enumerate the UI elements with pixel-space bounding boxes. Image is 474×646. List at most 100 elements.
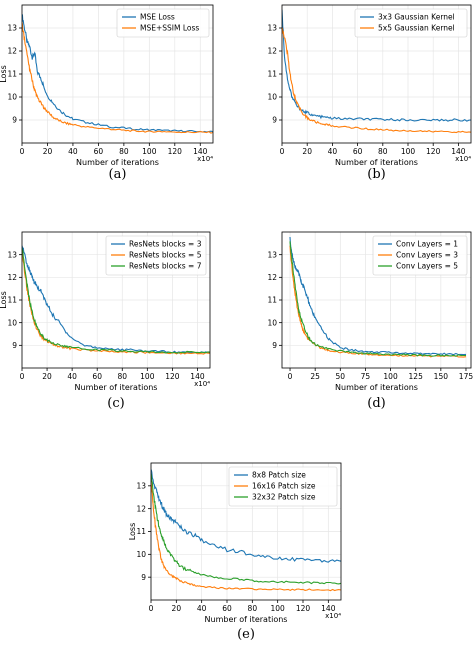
x-tick-label: 120 [296, 604, 311, 613]
x-axis-label: Number of iterations [205, 615, 288, 624]
legend-label: 5x5 Gaussian Kernel [378, 24, 455, 33]
x-tick-label: 0 [20, 147, 25, 156]
x-tick-label: 60 [92, 372, 102, 381]
y-tick-label: 11 [136, 527, 146, 536]
x-tick-label: 125 [409, 372, 424, 381]
y-tick-label: 10 [267, 318, 277, 327]
x-tick-label: 40 [197, 604, 207, 613]
series-line [289, 236, 467, 356]
y-tick-label: 9 [141, 573, 146, 582]
x-tick-label: 100 [142, 147, 157, 156]
chart-panel: 0 20 40 60 80 100 120 140 9 10 11 12 13 Number of ite… [0, 4, 214, 182]
y-tick-label: 11 [267, 70, 277, 79]
legend-box [116, 8, 210, 38]
legend-box [354, 8, 468, 38]
x-tick-label: 0 [288, 372, 293, 381]
y-tick-label: 9 [12, 116, 17, 125]
legend-box [105, 235, 207, 276]
series-line [151, 480, 341, 592]
x-tick-label: 25 [310, 372, 320, 381]
y-tick-label: 9 [272, 116, 277, 125]
x-tick-label: 0 [280, 147, 285, 156]
x-tick-label: 100 [401, 147, 416, 156]
x-tick-label: 120 [426, 147, 441, 156]
x-tick-label: 0 [149, 604, 154, 613]
y-tick-label: 12 [7, 47, 17, 56]
series-line [22, 21, 213, 134]
series-line [282, 27, 471, 134]
x-tick-label: 100 [140, 372, 155, 381]
y-tick-label: 9 [12, 341, 17, 350]
legend-label: 8x8 Patch size [252, 471, 306, 480]
x-axis-label: Number of iterations [75, 383, 158, 392]
x-axis-label: Number of iterations [76, 158, 159, 167]
y-tick-label: 13 [136, 482, 146, 491]
x-tick-label: 100 [271, 604, 286, 613]
x-axis-label: Number of iterations [335, 158, 418, 167]
series-line [22, 247, 210, 354]
y-tick-label: 12 [7, 273, 17, 282]
y-axis-label: Loss [0, 291, 8, 309]
subfigure-caption: (d) [367, 396, 385, 411]
legend-label: Conv Layers = 1 [396, 240, 458, 249]
y-tick-label: 10 [7, 93, 17, 102]
y-tick-label: 13 [267, 24, 277, 33]
x-tick-label: 40 [68, 147, 78, 156]
legend-label: ResNets blocks = 5 [129, 251, 202, 260]
x-scale-label: x10⁴ [194, 380, 210, 388]
y-tick-label: 11 [267, 296, 277, 305]
legend-label: MSE+SSIM Loss [140, 24, 199, 33]
x-tick-label: 50 [336, 372, 346, 381]
series-line [151, 473, 341, 585]
legend-label: 16x16 Patch size [252, 482, 316, 491]
x-tick-label: 20 [302, 147, 312, 156]
subfigure-caption: (c) [107, 396, 124, 411]
legend-label: Conv Layers = 5 [396, 262, 458, 271]
x-tick-label: 80 [119, 147, 129, 156]
x-tick-label: 80 [117, 372, 127, 381]
legend-label: Conv Layers = 3 [396, 251, 458, 260]
x-tick-label: 60 [353, 147, 363, 156]
legend: Conv Layers = 1 Conv Layers = 3 Conv Layer… [372, 235, 468, 276]
x-tick-label: 75 [361, 372, 371, 381]
y-tick-label: 13 [7, 250, 17, 259]
legend: 8x8 Patch size 16x16 Patch size 32x32 Patc… [228, 466, 338, 507]
x-tick-label: 0 [20, 372, 25, 381]
chart-panel: 0 20 40 60 80 100 120 140 9 10 11 12 13 Number of ite… [267, 4, 472, 182]
y-tick-label: 12 [267, 47, 277, 56]
y-tick-label: 12 [267, 273, 277, 282]
x-scale-label: x10⁴ [197, 155, 213, 163]
legend-box [372, 235, 468, 276]
x-tick-label: 140 [190, 372, 205, 381]
x-tick-label: 175 [459, 372, 474, 381]
x-tick-label: 140 [321, 604, 336, 613]
legend-label: MSE Loss [140, 13, 175, 22]
x-tick-label: 100 [383, 372, 398, 381]
y-tick-label: 13 [267, 250, 277, 259]
y-axis-label: Loss [128, 523, 137, 541]
legend-label: ResNets blocks = 7 [129, 262, 202, 271]
y-tick-label: 12 [136, 504, 146, 513]
y-tick-label: 9 [272, 341, 277, 350]
legend-label: 32x32 Patch size [252, 493, 316, 502]
y-tick-label: 10 [136, 550, 146, 559]
legend-box [228, 466, 338, 507]
legend: 3x3 Gaussian Kernel 5x5 Gaussian Kernel [354, 8, 468, 38]
series-line [289, 241, 466, 357]
x-tick-label: 140 [451, 147, 466, 156]
x-scale-label: x10⁴ [325, 612, 341, 620]
y-tick-label: 11 [7, 296, 17, 305]
series-line [22, 245, 210, 354]
x-tick-label: 40 [328, 147, 338, 156]
x-tick-label: 120 [165, 372, 180, 381]
y-tick-label: 10 [7, 318, 17, 327]
chart-panel: 0 25 50 75 100 125 150 175 9 10 11 12 13 Number of it… [267, 231, 474, 411]
y-tick-label: 11 [7, 70, 17, 79]
x-tick-label: 20 [172, 604, 182, 613]
legend: MSE Loss MSE+SSIM Loss [116, 8, 210, 38]
series-line [282, 9, 471, 122]
y-tick-label: 13 [7, 24, 17, 33]
y-tick-label: 10 [267, 93, 277, 102]
x-tick-label: 80 [378, 147, 388, 156]
